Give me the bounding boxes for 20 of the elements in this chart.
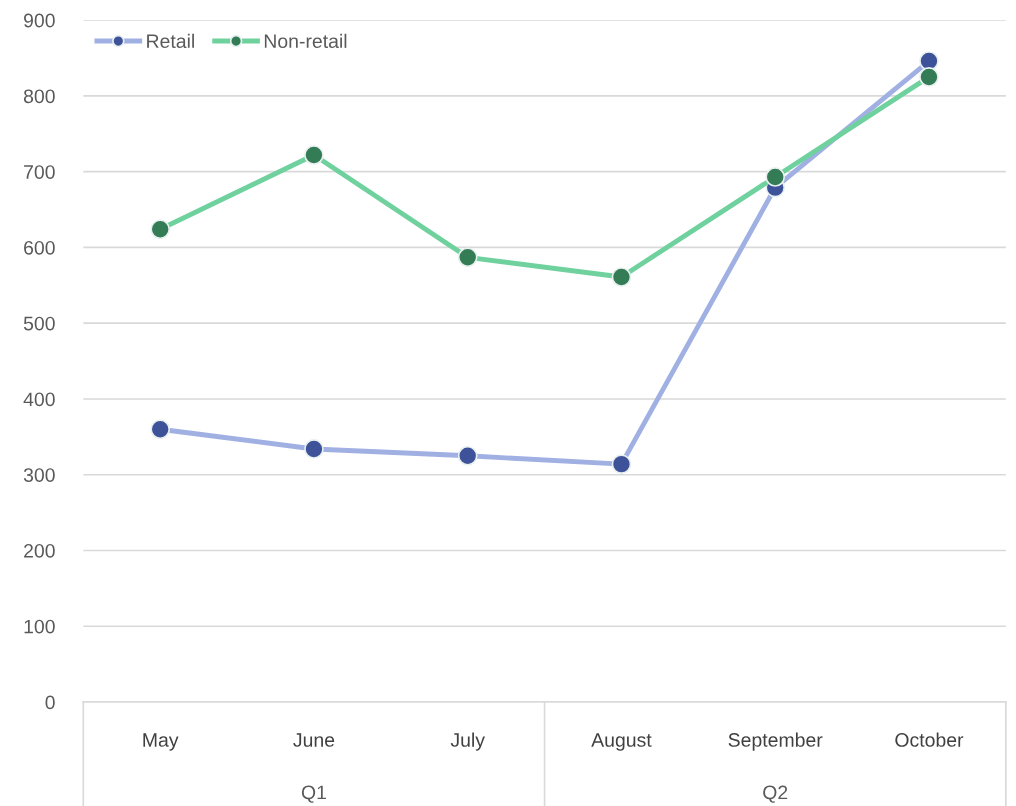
x-tick-label: October [895,732,964,747]
y-tick-label: 400 [23,392,55,407]
x-tick-label: May [143,733,179,751]
y-tick-label: 200 [24,543,55,558]
text: Q2 [763,785,788,803]
y-tick-label: 300 [23,468,55,482]
legend-label: Non-retail [264,33,347,49]
x-tick-label: June [293,733,335,747]
x-tick-label: July [450,732,485,751]
legend-label: Retail [147,33,194,49]
y-tick-label: 500 [23,316,55,331]
text: Q1 [301,785,326,803]
x-tick-label: August [591,733,652,751]
x-tick-label: September [728,732,823,751]
y-tick-label: 800 [23,89,55,104]
y-tick-label: 900 [24,13,55,28]
y-tick-label: 100 [24,619,55,634]
y-tick-label: 700 [24,165,55,179]
y-tick-label: 0 [45,695,55,710]
y-tick-label: 600 [24,240,55,255]
